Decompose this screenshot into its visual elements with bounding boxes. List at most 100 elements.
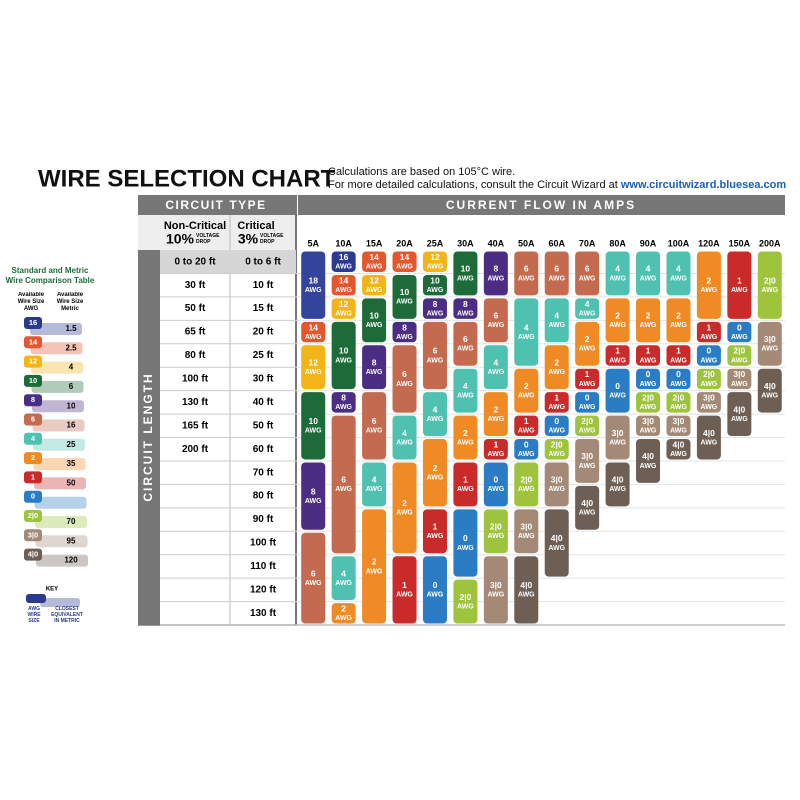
wire-segment	[453, 298, 478, 319]
wire-segment	[483, 439, 508, 460]
wire-unit: AWG	[548, 428, 565, 435]
length-label: 70 ft	[253, 467, 274, 478]
header-bar	[298, 195, 785, 215]
wire-size: 1	[554, 393, 559, 403]
wire-segment	[575, 415, 600, 436]
wire-size: 2	[524, 381, 529, 391]
wire-unit: AWG	[579, 404, 596, 411]
wire-unit: AWG	[335, 486, 352, 493]
wire-unit: AWG	[457, 545, 474, 552]
wire-size: 2	[341, 604, 346, 614]
wire-segment	[362, 274, 387, 296]
awg-size: 2|0	[28, 511, 38, 520]
wire-unit: AWG	[457, 275, 474, 282]
wire-size: 2	[372, 557, 377, 567]
awg-size: 10	[29, 376, 37, 385]
wire-unit: AWG	[640, 357, 657, 364]
wire-segment	[696, 251, 721, 319]
awg-size: 8	[31, 395, 35, 404]
wire-unit: AWG	[670, 404, 687, 411]
wire-segment: 0 AWG	[422, 556, 447, 624]
wire-unit: AWG	[518, 334, 535, 341]
length-label: 15 ft	[253, 303, 274, 314]
amp-label: 70A	[579, 238, 596, 248]
wire-unit: AWG	[427, 310, 444, 317]
wire-segment: 4|0 AWG	[514, 556, 539, 624]
wire-segment	[453, 321, 478, 366]
wire-segment: 3|0 AWG	[483, 556, 508, 624]
wire-segment	[362, 462, 387, 507]
wire-size: 4	[524, 322, 529, 332]
wire-segment	[575, 298, 600, 319]
title: WIRE SELECTION CHART	[38, 165, 336, 192]
wire-unit: AWG	[701, 334, 718, 341]
wire-segment: 0 AWG	[636, 368, 661, 390]
metric-size: 95	[67, 536, 76, 545]
key-caption: AWG WIRE SIZE	[27, 606, 41, 624]
wire-size: 0	[493, 475, 498, 485]
link[interactable]: www.circuitwizard.bluesea.com	[620, 179, 786, 191]
wire-segment	[727, 392, 752, 436]
wire-unit: AWG	[579, 428, 596, 435]
wire-unit: AWG	[518, 275, 535, 282]
wire-segment	[422, 251, 447, 272]
metric-size: 16	[67, 421, 76, 430]
wire-size: 0	[524, 439, 529, 449]
wire-segment: 3|0 AWG	[727, 368, 752, 390]
wire-unit: AWG	[579, 381, 596, 388]
length-heading: CIRCUIT LENGTH	[141, 372, 155, 501]
awg-pill	[24, 510, 42, 522]
length-label: 165 ft	[182, 420, 209, 431]
wire-size: 2|0	[733, 346, 745, 356]
wire-unit: AWG	[305, 334, 322, 341]
key-metric	[40, 598, 80, 607]
length-label: 10 ft	[253, 280, 274, 291]
wire-size: 10	[461, 264, 471, 274]
metric-pill	[35, 535, 88, 548]
wire-segment: 12 AWG	[301, 345, 326, 390]
metric-pill	[33, 458, 86, 471]
awg-size: 12	[29, 357, 37, 366]
wire-size: 2	[493, 404, 498, 414]
wire-segment	[331, 603, 356, 624]
amp-label: 15A	[366, 238, 383, 248]
key-caption: AWG WIRE SIZE	[27, 606, 41, 624]
key-heading: KEY	[46, 587, 58, 593]
wire-unit: AWG	[457, 439, 474, 446]
awg-pill	[24, 336, 42, 349]
wire-unit: AWG	[396, 334, 413, 341]
wire-unit: AWG	[548, 404, 565, 411]
wire-size: 2|0	[459, 592, 471, 602]
awg-size: 3|0	[28, 530, 38, 539]
wire-unit: AWG	[396, 299, 413, 306]
wire-segment	[453, 509, 478, 577]
wire-segment	[483, 509, 508, 554]
metric-size: 35	[67, 459, 76, 468]
wire-size: 3|0	[581, 451, 593, 461]
wire-segment: 0 AWG	[666, 368, 691, 390]
wire-segment	[301, 251, 326, 319]
wire-size: 2|0	[764, 275, 776, 285]
wire-segment	[666, 251, 691, 296]
awg-pill	[24, 394, 42, 407]
col-header: Available Wire Size AWG	[17, 292, 45, 312]
wire-unit: AWG	[640, 322, 657, 329]
wire-segment	[453, 462, 478, 507]
awg-size: 0	[31, 492, 35, 501]
